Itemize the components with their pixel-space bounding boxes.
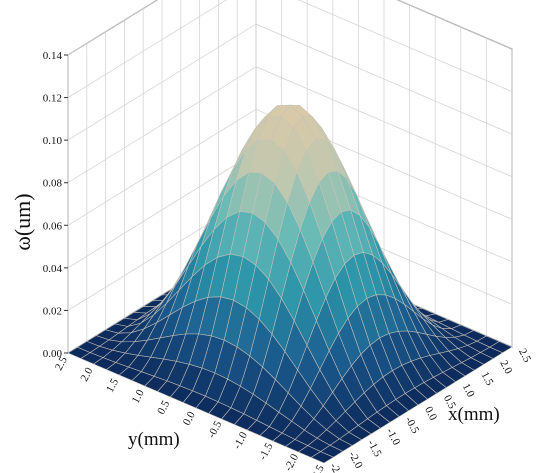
z-tick-label: 0.00 [43,348,63,360]
x-tick-label: -2.0 [346,449,365,470]
x-tick-label: 2.5 [516,347,533,365]
y-tick-label: 1.5 [104,376,121,394]
axis-ticks: 0.000.020.040.060.080.100.120.14-2.5-2.0… [43,50,534,473]
y-tick-label: 0.0 [181,409,198,427]
y-tick-label: 2.5 [53,354,70,372]
z-tick-label: 0.12 [43,93,62,105]
surface-mesh [67,104,513,464]
x-tick-label: -1.5 [365,438,384,459]
z-gridline [67,0,513,98]
y-tick-label: -2.0 [282,452,301,473]
y-tick-label: -0.5 [206,419,225,440]
x-tick-label: -0.5 [402,415,421,436]
x-tick-label: 2.0 [497,358,514,376]
z-gridline [67,0,513,56]
x-tick-label: 1.5 [479,370,496,388]
x-tick-label: 0.0 [422,405,439,423]
surface-patch [310,451,335,464]
y-tick-label: -1.0 [231,430,250,451]
z-axis-label: ω(um) [10,193,35,250]
x-axis-label: x(mm) [448,404,500,425]
x-tick-label: 1.0 [460,382,477,400]
y-tick-label: 1.0 [130,387,147,405]
z-tick-label: 0.14 [43,50,63,62]
x-tick-label: -2.5 [327,461,346,473]
y-tick-label: -2.5 [308,463,327,473]
z-tick-label: 0.06 [43,220,63,232]
z-tick-label: 0.04 [43,263,63,275]
y-tick-label: 0.5 [155,398,172,416]
y-tick-label: 2.0 [78,365,95,383]
z-tick-label: 0.08 [43,178,63,190]
z-tick-label: 0.02 [43,305,62,317]
x-tick-label: 0.5 [441,393,458,411]
x-tick-label: -1.0 [384,426,403,447]
z-tick-label: 0.10 [43,135,63,147]
y-axis-label: y(mm) [128,429,180,450]
y-tick-label: -1.5 [257,441,276,462]
